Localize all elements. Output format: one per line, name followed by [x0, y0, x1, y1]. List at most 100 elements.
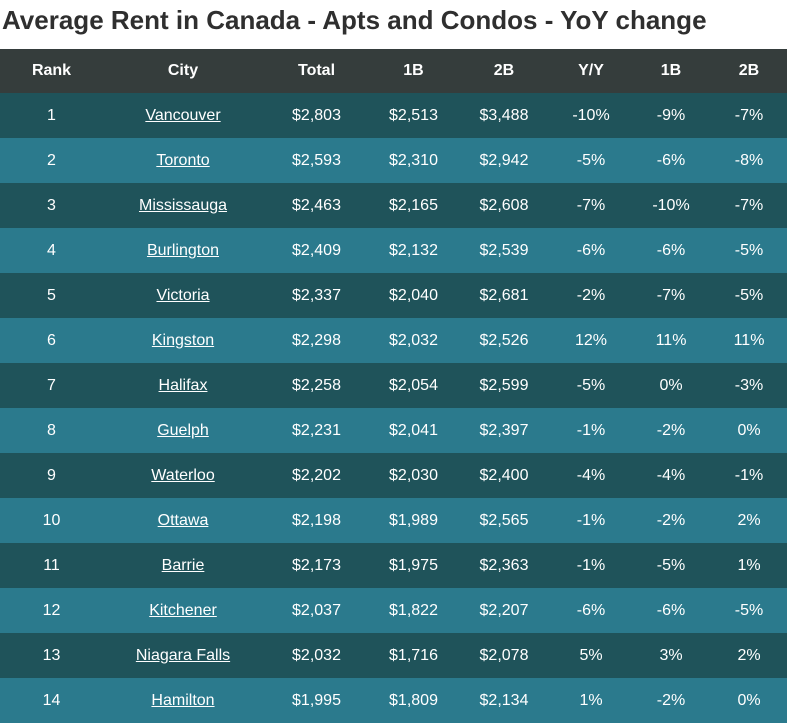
- city-cell: Victoria: [103, 273, 263, 318]
- city-link[interactable]: Mississauga: [138, 196, 228, 214]
- city-link[interactable]: Halifax: [158, 376, 208, 394]
- rank-cell: 13: [42, 646, 61, 664]
- yoy-1b-cell: -2%: [656, 691, 686, 709]
- city-cell: Barrie: [103, 543, 263, 588]
- 2b-cell: $2,134: [479, 691, 529, 709]
- 1b-cell: $1,975: [389, 556, 438, 574]
- total-cell: $2,032: [292, 646, 341, 664]
- column-header-2b: 2B: [493, 62, 515, 79]
- yoy-1b-cell: -6%: [656, 601, 686, 619]
- total-cell: $2,298: [292, 331, 341, 349]
- city-link[interactable]: Kingston: [151, 331, 215, 349]
- column-header-yoy-1b: 1B: [660, 62, 682, 79]
- rank-cell: 5: [47, 286, 56, 304]
- yoy-2b-cell: -1%: [734, 466, 764, 484]
- yoy-cell: -6%: [576, 601, 606, 619]
- yoy-cell: 1%: [579, 691, 603, 709]
- rank-cell: 14: [42, 691, 61, 709]
- yoy-1b-cell: -5%: [656, 556, 686, 574]
- 1b-cell: $2,054: [389, 376, 438, 394]
- 2b-cell: $3,488: [479, 106, 529, 124]
- city-link[interactable]: Ottawa: [157, 511, 209, 529]
- yoy-cell: -10%: [572, 106, 610, 124]
- yoy-cell: 5%: [579, 646, 603, 664]
- city-link[interactable]: Guelph: [157, 421, 209, 439]
- yoy-cell: -4%: [576, 466, 606, 484]
- column-header-rank: Rank: [31, 62, 72, 79]
- 1b-cell: $2,041: [389, 421, 438, 439]
- table-row: 11 Barrie $2,173 $1,975 $2,363 -1% -5% 1%: [0, 543, 787, 588]
- 1b-cell: $2,032: [389, 331, 438, 349]
- city-cell: Niagara Falls: [103, 633, 263, 678]
- rank-cell: 2: [47, 151, 56, 169]
- table-row: 6 Kingston $2,298 $2,032 $2,526 12% 11% 11%: [0, 318, 787, 363]
- city-link[interactable]: Vancouver: [145, 106, 221, 124]
- 2b-cell: $2,681: [479, 286, 529, 304]
- yoy-2b-cell: -5%: [734, 241, 764, 259]
- 1b-cell: $1,716: [389, 646, 438, 664]
- rank-cell: 3: [47, 196, 56, 214]
- yoy-2b-cell: -7%: [734, 196, 764, 214]
- city-link[interactable]: Burlington: [146, 241, 220, 259]
- 2b-cell: $2,526: [479, 331, 529, 349]
- rank-cell: 1: [47, 106, 56, 124]
- 2b-cell: $2,207: [479, 601, 529, 619]
- yoy-1b-cell: -6%: [656, 151, 686, 169]
- column-header-1b: 1B: [403, 62, 424, 79]
- total-cell: $1,995: [292, 691, 341, 709]
- 1b-cell: $2,310: [389, 151, 438, 169]
- yoy-1b-cell: 11%: [655, 331, 687, 349]
- yoy-cell: -1%: [576, 556, 606, 574]
- page-title: Average Rent in Canada - Apts and Condos…: [2, 5, 707, 35]
- total-cell: $2,037: [292, 601, 341, 619]
- city-link[interactable]: Victoria: [156, 286, 210, 304]
- city-link[interactable]: Hamilton: [151, 691, 215, 709]
- yoy-1b-cell: -10%: [652, 196, 690, 214]
- city-cell: Guelph: [103, 408, 263, 453]
- city-cell: Vancouver: [103, 93, 263, 138]
- table-row: 8 Guelph $2,231 $2,041 $2,397 -1% -2% 0%: [0, 408, 787, 453]
- 2b-cell: $2,400: [479, 466, 529, 484]
- table-row: 1 Vancouver $2,803 $2,513 $3,488 -10% -9% -7%: [0, 93, 787, 138]
- city-link[interactable]: Barrie: [161, 556, 205, 574]
- table-header: Rank City Total 1B 2B Y/Y 1B 2B: [0, 49, 787, 93]
- 1b-cell: $2,132: [389, 241, 438, 259]
- table-row: 14 Hamilton $1,995 $1,809 $2,134 1% -2% 0%: [0, 678, 787, 723]
- yoy-2b-cell: 0%: [737, 691, 761, 709]
- city-cell: Halifax: [103, 363, 263, 408]
- city-link[interactable]: Kitchener: [149, 601, 217, 619]
- yoy-1b-cell: -2%: [656, 511, 686, 529]
- total-cell: $2,198: [292, 511, 341, 529]
- rank-cell: 8: [47, 421, 56, 439]
- total-cell: $2,803: [292, 106, 341, 124]
- yoy-2b-cell: -7%: [734, 106, 764, 124]
- rank-cell: 10: [42, 511, 61, 529]
- city-cell: Kingston: [103, 318, 263, 363]
- table-row: 2 Toronto $2,593 $2,310 $2,942 -5% -6% -8%: [0, 138, 787, 183]
- city-cell: Waterloo: [103, 453, 263, 498]
- yoy-2b-cell: 0%: [737, 421, 761, 439]
- rank-cell: 11: [43, 556, 60, 574]
- city-link[interactable]: Toronto: [156, 151, 210, 169]
- yoy-1b-cell: -9%: [656, 106, 686, 124]
- column-header-yoy: Y/Y: [578, 62, 604, 79]
- 2b-cell: $2,363: [479, 556, 529, 574]
- city-cell: Toronto: [103, 138, 263, 183]
- yoy-1b-cell: 3%: [659, 646, 683, 664]
- yoy-1b-cell: -7%: [656, 286, 686, 304]
- yoy-1b-cell: -6%: [656, 241, 686, 259]
- city-link[interactable]: Waterloo: [151, 466, 215, 484]
- total-cell: $2,202: [292, 466, 341, 484]
- header-row: Rank City Total 1B 2B Y/Y 1B 2B: [0, 49, 787, 93]
- total-cell: $2,463: [292, 196, 341, 214]
- rank-cell: 4: [47, 241, 56, 259]
- 2b-cell: $2,942: [479, 151, 529, 169]
- 1b-cell: $1,809: [389, 691, 438, 709]
- rent-table: Rank City Total 1B 2B Y/Y 1B 2B 1 Vancouv…: [0, 49, 787, 723]
- yoy-cell: -1%: [576, 421, 606, 439]
- 1b-cell: $2,165: [389, 196, 438, 214]
- 1b-cell: $2,030: [389, 466, 438, 484]
- yoy-1b-cell: -2%: [656, 421, 686, 439]
- rank-cell: 12: [42, 601, 61, 619]
- city-link[interactable]: Niagara Falls: [135, 646, 231, 664]
